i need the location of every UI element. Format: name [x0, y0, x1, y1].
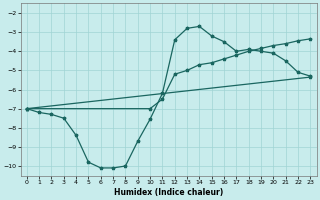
X-axis label: Humidex (Indice chaleur): Humidex (Indice chaleur)	[114, 188, 223, 197]
